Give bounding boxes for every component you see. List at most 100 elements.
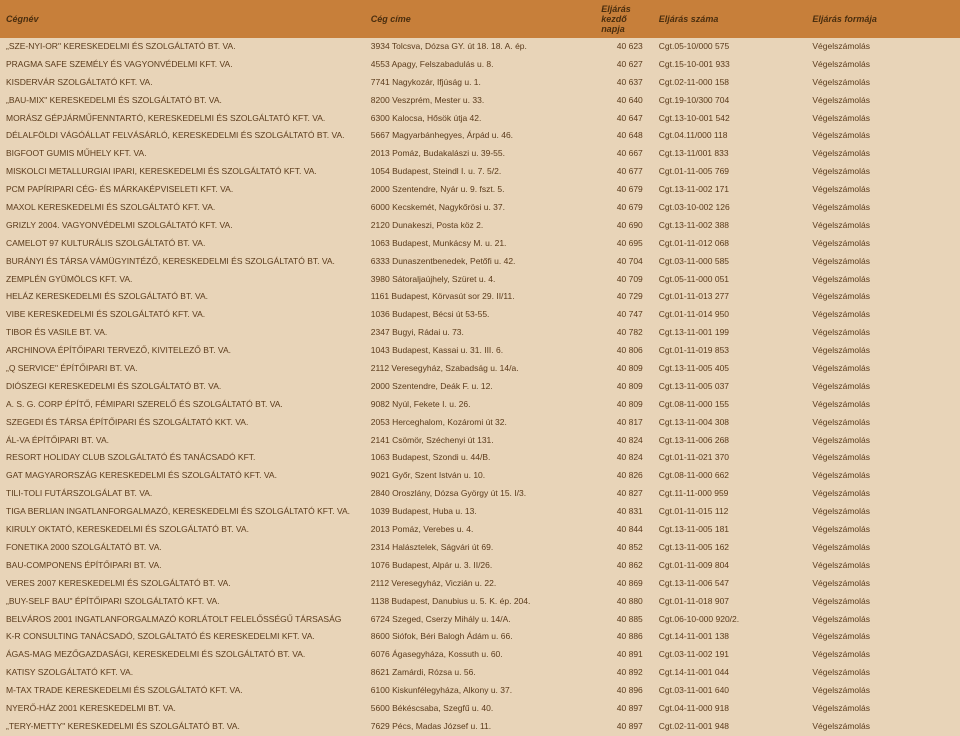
cell-addr: 3934 Tolcsva, Dózsa GY. út 18. 18. A. ép…	[365, 38, 595, 56]
cell-num: 40 885	[595, 611, 653, 629]
cell-addr: 7741 Nagykozár, Ifjúság u. 1.	[365, 74, 595, 92]
table-row: „BAU-MIX" KERESKEDELMI ÉS SZOLGÁLTATÓ BT…	[0, 92, 960, 110]
table-row: DÉLALFÖLDI VÁGÓÁLLAT FELVÁSÁRLÓ, KERESKE…	[0, 127, 960, 145]
table-row: FONETIKA 2000 SZOLGÁLTATÓ BT. VA.2314 Ha…	[0, 539, 960, 557]
cell-form: Végelszámolás	[806, 682, 960, 700]
cell-form: Végelszámolás	[806, 467, 960, 485]
cell-form: Végelszámolás	[806, 539, 960, 557]
cell-name: PCM PAPÍRIPARI CÉG- ÉS MÁRKAKÉPVISELETI …	[0, 181, 365, 199]
table-row: ÁL-VA ÉPÍTŐIPARI BT. VA.2141 Csömör, Szé…	[0, 432, 960, 450]
cell-num: 40 704	[595, 253, 653, 271]
cell-name: KATISY SZOLGÁLTATÓ KFT. VA.	[0, 664, 365, 682]
cell-num: 40 827	[595, 485, 653, 503]
table-row: SZEGEDI ÉS TÁRSA ÉPÍTŐIPARI ÉS SZOLGÁLTA…	[0, 414, 960, 432]
table-row: BAU-COMPONENS ÉPÍTŐIPARI BT. VA.1076 Bud…	[0, 557, 960, 575]
cell-case: Cgt.13-11-004 308	[653, 414, 807, 432]
table-row: GRIZLY 2004. VAGYONVÉDELMI SZOLGÁLTATÓ K…	[0, 217, 960, 235]
cell-name: GRIZLY 2004. VAGYONVÉDELMI SZOLGÁLTATÓ K…	[0, 217, 365, 235]
cell-name: KISDERVÁR SZOLGÁLTATÓ KFT. VA.	[0, 74, 365, 92]
cell-num: 40 880	[595, 593, 653, 611]
cell-form: Végelszámolás	[806, 92, 960, 110]
cell-num: 40 897	[595, 700, 653, 718]
cell-case: Cgt.03-11-001 640	[653, 682, 807, 700]
cell-num: 40 679	[595, 199, 653, 217]
table-row: BELVÁROS 2001 INGATLANFORGALMAZÓ KORLÁTO…	[0, 611, 960, 629]
cell-addr: 3980 Sátoraljaújhely, Szüret u. 4.	[365, 271, 595, 289]
cell-form: Végelszámolás	[806, 127, 960, 145]
cell-case: Cgt.15-10-001 933	[653, 56, 807, 74]
cell-addr: 6300 Kalocsa, Hősök útja 42.	[365, 110, 595, 128]
cell-form: Végelszámolás	[806, 449, 960, 467]
cell-addr: 2000 Szentendre, Deák F. u. 12.	[365, 378, 595, 396]
cell-form: Végelszámolás	[806, 485, 960, 503]
cell-form: Végelszámolás	[806, 253, 960, 271]
cell-name: TIGA BERLIAN INGATLANFORGALMAZÓ, KERESKE…	[0, 503, 365, 521]
table-row: RESORT HOLIDAY CLUB SZOLGÁLTATÓ ÉS TANÁC…	[0, 449, 960, 467]
cell-case: Cgt.06-10-000 920/2.	[653, 611, 807, 629]
cell-num: 40 862	[595, 557, 653, 575]
cell-addr: 1039 Budapest, Huba u. 13.	[365, 503, 595, 521]
cell-name: RESORT HOLIDAY CLUB SZOLGÁLTATÓ ÉS TANÁC…	[0, 449, 365, 467]
table-row: KISDERVÁR SZOLGÁLTATÓ KFT. VA.7741 Nagyk…	[0, 74, 960, 92]
table-row: M-TAX TRADE KERESKEDELMI ÉS SZOLGÁLTATÓ …	[0, 682, 960, 700]
cell-form: Végelszámolás	[806, 56, 960, 74]
cell-case: Cgt.13-11-005 162	[653, 539, 807, 557]
table-row: TIBOR ÉS VASILE BT. VA.2347 Bugyi, Rádai…	[0, 324, 960, 342]
cell-addr: 2314 Halásztelek, Ságvári út 69.	[365, 539, 595, 557]
cell-num: 40 826	[595, 467, 653, 485]
cell-name: PRAGMA SAFE SZEMÉLY ÉS VAGYONVÉDELMI KFT…	[0, 56, 365, 74]
cell-num: 40 627	[595, 56, 653, 74]
cell-form: Végelszámolás	[806, 74, 960, 92]
cell-form: Végelszámolás	[806, 181, 960, 199]
cell-num: 40 824	[595, 449, 653, 467]
cell-case: Cgt.01-11-015 112	[653, 503, 807, 521]
table-row: CAMELOT 97 KULTURÁLIS SZOLGÁLTATÓ BT. VA…	[0, 235, 960, 253]
cell-name: ÁGAS-MAG MEZŐGAZDASÁGI, KERESKEDELMI ÉS …	[0, 646, 365, 664]
header-address: Cég címe	[365, 0, 595, 38]
cell-name: BELVÁROS 2001 INGATLANFORGALMAZÓ KORLÁTO…	[0, 611, 365, 629]
cell-form: Végelszámolás	[806, 288, 960, 306]
cell-form: Végelszámolás	[806, 503, 960, 521]
table-row: „SZE-NYI-OR" KERESKEDELMI ÉS SZOLGÁLTATÓ…	[0, 38, 960, 56]
cell-form: Végelszámolás	[806, 575, 960, 593]
cell-num: 40 647	[595, 110, 653, 128]
company-table: Cégnév Cég címe Eljárás kezdő napja Eljá…	[0, 0, 960, 736]
cell-addr: 2840 Oroszlány, Dózsa György út 15. I/3.	[365, 485, 595, 503]
cell-form: Végelszámolás	[806, 378, 960, 396]
table-row: MAXOL KERESKEDELMI ÉS SZOLGÁLTATÓ KFT. V…	[0, 199, 960, 217]
cell-num: 40 679	[595, 181, 653, 199]
cell-case: Cgt.08-11-000 662	[653, 467, 807, 485]
header-form: Eljárás formája	[806, 0, 960, 38]
cell-num: 40 806	[595, 342, 653, 360]
cell-name: BIGFOOT GUMIS MŰHELY KFT. VA.	[0, 145, 365, 163]
cell-form: Végelszámolás	[806, 611, 960, 629]
cell-form: Végelszámolás	[806, 646, 960, 664]
cell-addr: 1063 Budapest, Munkácsy M. u. 21.	[365, 235, 595, 253]
table-row: ZEMPLÉN GYÜMÖLCS KFT. VA.3980 Sátoraljaú…	[0, 271, 960, 289]
cell-name: ZEMPLÉN GYÜMÖLCS KFT. VA.	[0, 271, 365, 289]
cell-num: 40 817	[595, 414, 653, 432]
cell-name: „Q SERVICE" ÉPÍTŐIPARI BT. VA.	[0, 360, 365, 378]
table-row: HELÁZ KERESKEDELMI ÉS SZOLGÁLTATÓ BT. VA…	[0, 288, 960, 306]
cell-num: 40 690	[595, 217, 653, 235]
cell-num: 40 897	[595, 718, 653, 736]
cell-addr: 5600 Békéscsaba, Szegfű u. 40.	[365, 700, 595, 718]
cell-form: Végelszámolás	[806, 628, 960, 646]
cell-name: VERES 2007 KERESKEDELMI ÉS SZOLGÁLTATÓ B…	[0, 575, 365, 593]
table-row: MORÁSZ GÉPJÁRMŰFENNTARTÓ, KERESKEDELMI É…	[0, 110, 960, 128]
table-row: NYERŐ-HÁZ 2001 KERESKEDELMI BT. VA.5600 …	[0, 700, 960, 718]
table-row: TIGA BERLIAN INGATLANFORGALMAZÓ, KERESKE…	[0, 503, 960, 521]
cell-name: DIÓSZEGI KERESKEDELMI ÉS SZOLGÁLTATÓ BT.…	[0, 378, 365, 396]
cell-form: Végelszámolás	[806, 700, 960, 718]
cell-addr: 2000 Szentendre, Nyár u. 9. fszt. 5.	[365, 181, 595, 199]
cell-addr: 8600 Siófok, Béri Balogh Ádám u. 66.	[365, 628, 595, 646]
cell-addr: 2141 Csömör, Széchenyi út 131.	[365, 432, 595, 450]
header-name: Cégnév	[0, 0, 365, 38]
table-row: BIGFOOT GUMIS MŰHELY KFT. VA.2013 Pomáz,…	[0, 145, 960, 163]
cell-num: 40 729	[595, 288, 653, 306]
cell-addr: 2112 Veresegyház, Viczián u. 22.	[365, 575, 595, 593]
cell-case: Cgt.01-11-012 068	[653, 235, 807, 253]
cell-case: Cgt.01-11-014 950	[653, 306, 807, 324]
cell-num: 40 782	[595, 324, 653, 342]
cell-name: MISKOLCI METALLURGIAI IPARI, KERESKEDELM…	[0, 163, 365, 181]
